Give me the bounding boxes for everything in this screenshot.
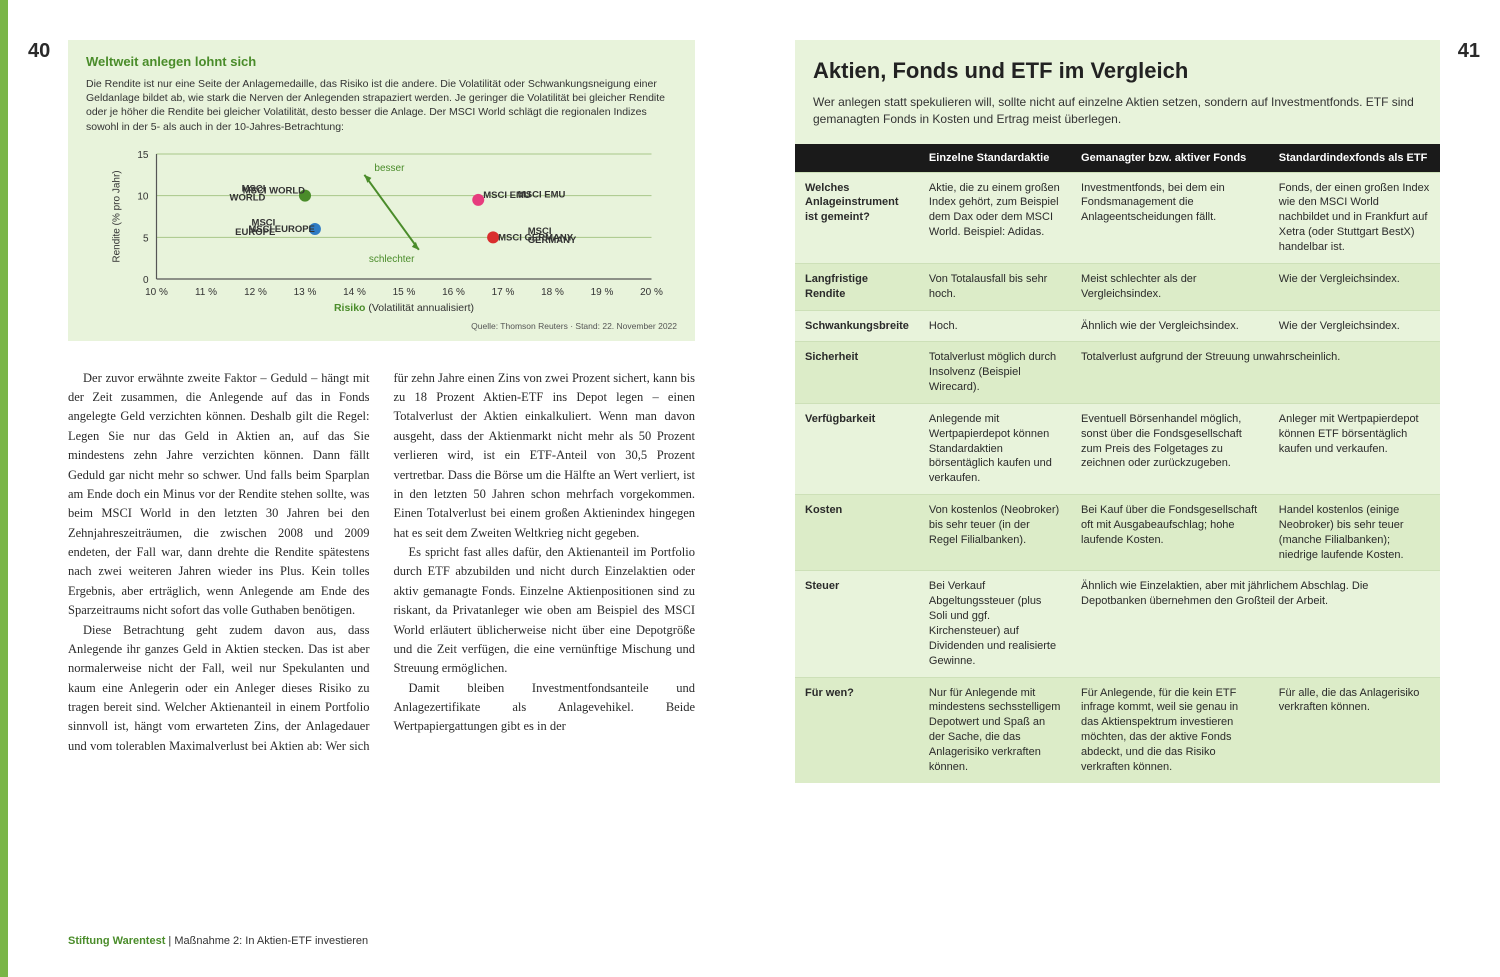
cell: Für Anlegende, für die kein ETF infrage … <box>1071 677 1269 783</box>
article-body: Der zuvor erwähnte zweite Faktor – Gedul… <box>68 369 695 757</box>
table-row: Für wen?Nur für Anlegende mit mindestens… <box>795 677 1440 783</box>
table-row: SchwankungsbreiteHoch.Ähnlich wie der Ve… <box>795 310 1440 342</box>
cell: Anleger mit Wertpapierdepot können ETF b… <box>1269 403 1440 494</box>
svg-text:EUROPE: EUROPE <box>235 227 275 238</box>
svg-text:20 %: 20 % <box>640 287 663 298</box>
svg-text:MSCI EMU: MSCI EMU <box>518 189 566 200</box>
cell: Fonds, der einen großen Index wie den MS… <box>1269 172 1440 263</box>
table-row: Langfristige RenditeVon Totalausfall bis… <box>795 263 1440 310</box>
cell: Bei Kauf über die Fondsgesellschaft oft … <box>1071 495 1269 571</box>
page-right: 41 Aktien, Fonds und ETF im Vergleich We… <box>750 0 1500 977</box>
svg-text:0: 0 <box>143 275 149 286</box>
row-label: Für wen? <box>795 677 919 783</box>
cell: Ähnlich wie der Vergleichsindex. <box>1071 310 1269 342</box>
row-label: Kosten <box>795 495 919 571</box>
row-label: Steuer <box>795 571 919 677</box>
row-label: Schwankungsbreite <box>795 310 919 342</box>
cell: Eventuell Börsenhandel möglich, sonst üb… <box>1071 403 1269 494</box>
svg-text:10 %: 10 % <box>145 287 168 298</box>
svg-text:16 %: 16 % <box>442 287 465 298</box>
svg-text:19 %: 19 % <box>591 287 614 298</box>
comparison-intro: Wer anlegen statt spekulieren will, soll… <box>795 94 1440 144</box>
cell: Von Totalausfall bis sehr hoch. <box>919 263 1071 310</box>
page-footer: Stiftung Warentest | Maßnahme 2: In Akti… <box>68 935 368 947</box>
table-header-row: Einzelne StandardaktieGemanagter bzw. ak… <box>795 144 1440 173</box>
page-number-right: 41 <box>1458 40 1480 63</box>
cell: Wie der Vergleichsindex. <box>1269 310 1440 342</box>
page-left: 40 Weltweit anlegen lohnt sich Die Rendi… <box>0 0 750 977</box>
svg-text:11 %: 11 % <box>195 287 217 298</box>
body-p3: Es spricht fast alles dafür, den Aktiena… <box>394 543 696 679</box>
cell: Totalverlust möglich durch Insolvenz (Be… <box>919 342 1071 404</box>
cell-span: Totalverlust aufgrund der Streuung unwah… <box>1071 342 1440 404</box>
row-label: Langfristige Rendite <box>795 263 919 310</box>
chart-intro: Die Rendite ist nur eine Seite der Anlag… <box>86 77 677 134</box>
svg-text:10: 10 <box>137 191 149 202</box>
cell: Investmentfonds, bei dem ein Fondsmanage… <box>1071 172 1269 263</box>
cell: Wie der Vergleichsindex. <box>1269 263 1440 310</box>
table-row: KostenVon kostenlos (Neobroker) bis sehr… <box>795 495 1440 571</box>
svg-text:Rendite (% pro Jahr): Rendite (% pro Jahr) <box>112 170 123 262</box>
footer-brand: Stiftung Warentest <box>68 935 165 947</box>
svg-text:14 %: 14 % <box>343 287 366 298</box>
row-label: Verfügbarkeit <box>795 403 919 494</box>
table-row: SicherheitTotalverlust möglich durch Ins… <box>795 342 1440 404</box>
svg-text:GERMANY: GERMANY <box>528 235 577 246</box>
cell: Nur für Anlegende mit mindestens sechsst… <box>919 677 1071 783</box>
svg-text:18 %: 18 % <box>541 287 564 298</box>
svg-text:5: 5 <box>143 233 149 244</box>
table-header <box>795 144 919 173</box>
table-row: SteuerBei Verkauf Abgeltungssteuer (plus… <box>795 571 1440 677</box>
cell: Handel kostenlos (einige Neobroker) bis … <box>1269 495 1440 571</box>
comparison-title: Aktien, Fonds und ETF im Vergleich <box>795 58 1440 84</box>
table-header: Standardindexfonds als ETF <box>1269 144 1440 173</box>
cell: Anlegende mit Wertpapierdepot können Sta… <box>919 403 1071 494</box>
table-header: Einzelne Standardaktie <box>919 144 1071 173</box>
chart-source: Quelle: Thomson Reuters · Stand: 22. Nov… <box>86 321 677 331</box>
chart-box: Weltweit anlegen lohnt sich Die Rendite … <box>68 40 695 341</box>
cell: Aktie, die zu einem großen Index gehört,… <box>919 172 1071 263</box>
row-label: Welches Anlageinstrument ist gemeint? <box>795 172 919 263</box>
svg-text:besser: besser <box>374 163 405 174</box>
table-row: Welches Anlageinstrument ist gemeint?Akt… <box>795 172 1440 263</box>
svg-text:13 %: 13 % <box>294 287 317 298</box>
table-row: VerfügbarkeitAnlegende mit Wertpapierdep… <box>795 403 1440 494</box>
body-p1: Der zuvor erwähnte zweite Faktor – Gedul… <box>68 369 370 621</box>
cell: Von kostenlos (Neobroker) bis sehr teuer… <box>919 495 1071 571</box>
cell: Für alle, die das Anlagerisiko verkrafte… <box>1269 677 1440 783</box>
risk-return-chart: 0 5 10 15 10 % 11 % 12 % 13 % 14 % 15 % 16 % 17 % 18… <box>86 144 677 314</box>
svg-text:schlechter: schlechter <box>369 254 415 265</box>
comparison-box: Aktien, Fonds und ETF im Vergleich Wer a… <box>795 40 1440 783</box>
body-p4: Damit bleiben Investmentfondsanteile und… <box>394 679 696 737</box>
chart-title: Weltweit anlegen lohnt sich <box>86 54 677 69</box>
comparison-table: Einzelne StandardaktieGemanagter bzw. ak… <box>795 144 1440 783</box>
cell-span: Ähnlich wie Einzelaktien, aber mit jährl… <box>1071 571 1440 677</box>
svg-text:17 %: 17 % <box>492 287 515 298</box>
svg-text:15 %: 15 % <box>393 287 416 298</box>
svg-text:15: 15 <box>137 150 149 161</box>
svg-text:Risiko (Volatilität annualisie: Risiko (Volatilität annualisiert) <box>334 302 474 314</box>
svg-text:WORLD: WORLD <box>230 192 266 203</box>
table-header: Gemanagter bzw. aktiver Fonds <box>1071 144 1269 173</box>
page-number-left: 40 <box>28 40 50 63</box>
svg-text:12 %: 12 % <box>244 287 267 298</box>
footer-text: | Maßnahme 2: In Aktien-ETF investieren <box>165 935 368 947</box>
cell: Hoch. <box>919 310 1071 342</box>
cell: Meist schlechter als der Vergleichsindex… <box>1071 263 1269 310</box>
row-label: Sicherheit <box>795 342 919 404</box>
cell: Bei Verkauf Abgeltungssteuer (plus Soli … <box>919 571 1071 677</box>
